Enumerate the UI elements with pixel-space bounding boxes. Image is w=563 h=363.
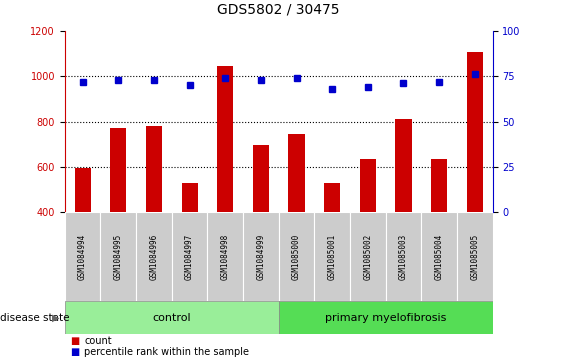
Text: control: control (153, 313, 191, 323)
Text: GSM1084994: GSM1084994 (78, 234, 87, 280)
Bar (467, 52, 483, 212)
Text: GSM1084995: GSM1084995 (114, 234, 123, 280)
Bar (395, 119, 412, 212)
Bar (421, 212, 457, 301)
Bar (279, 301, 493, 334)
Text: GSM1085000: GSM1085000 (292, 234, 301, 280)
Text: GSM1084996: GSM1084996 (149, 234, 158, 280)
Bar (65, 301, 279, 334)
Bar (279, 212, 314, 301)
Bar (360, 159, 376, 212)
Text: primary myelofibrosis: primary myelofibrosis (325, 313, 446, 323)
Bar (172, 212, 207, 301)
Text: count: count (84, 336, 112, 346)
Bar (243, 212, 279, 301)
Bar (457, 212, 493, 301)
Bar (100, 212, 136, 301)
Text: percentile rank within the sample: percentile rank within the sample (84, 347, 249, 357)
Bar (74, 168, 91, 212)
Text: ■: ■ (70, 347, 79, 357)
Bar (253, 146, 269, 212)
Text: ▶: ▶ (52, 313, 59, 323)
Bar (324, 183, 340, 212)
Bar (217, 66, 233, 212)
Bar (146, 126, 162, 212)
Text: GSM1084998: GSM1084998 (221, 234, 230, 280)
Text: GSM1085004: GSM1085004 (435, 234, 444, 280)
Bar (181, 183, 198, 212)
Text: GSM1085003: GSM1085003 (399, 234, 408, 280)
Text: GSM1084999: GSM1084999 (256, 234, 265, 280)
Text: GSM1085001: GSM1085001 (328, 234, 337, 280)
Text: GSM1085005: GSM1085005 (470, 234, 479, 280)
Bar (314, 212, 350, 301)
Text: GSM1085002: GSM1085002 (363, 234, 372, 280)
Text: GDS5802 / 30475: GDS5802 / 30475 (217, 2, 340, 16)
Bar (110, 129, 126, 212)
Bar (350, 212, 386, 301)
Text: disease state: disease state (0, 313, 69, 323)
Bar (386, 212, 421, 301)
Bar (136, 212, 172, 301)
Bar (431, 159, 447, 212)
Text: ■: ■ (70, 336, 79, 346)
Bar (65, 212, 100, 301)
Bar (207, 212, 243, 301)
Text: GSM1084997: GSM1084997 (185, 234, 194, 280)
Bar (288, 134, 305, 212)
